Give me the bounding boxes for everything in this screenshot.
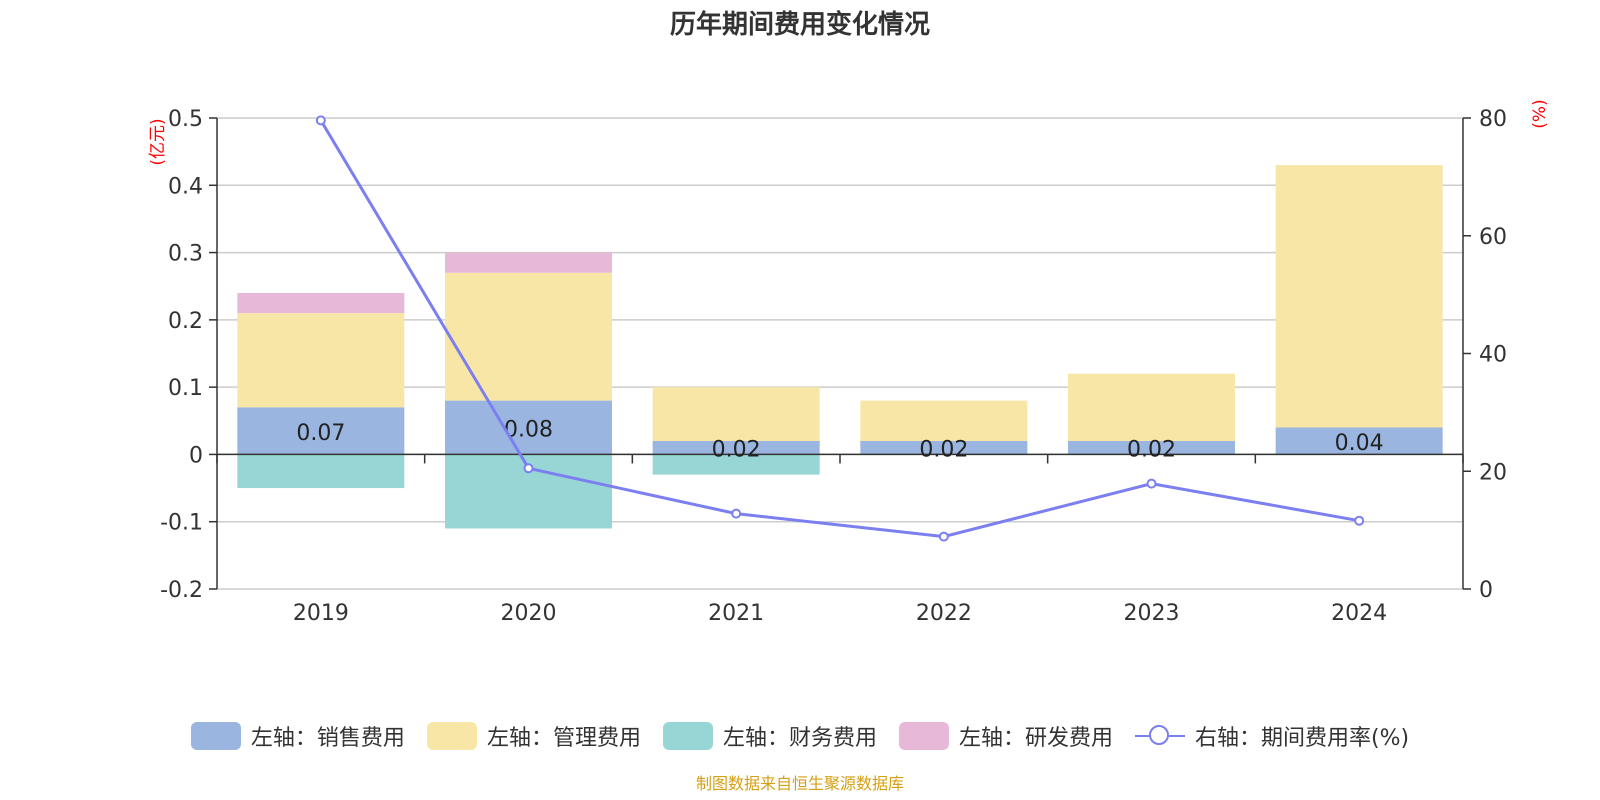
left-axis-tick-label: 0.3	[168, 242, 203, 267]
point-rate-2020	[523, 463, 534, 474]
chart-title: 历年期间费用变化情况	[669, 10, 930, 40]
legend-label-finance: 左轴：财务费用	[722, 726, 877, 751]
bar-sales-2021	[652, 440, 820, 455]
legend-swatch-admin	[426, 722, 477, 750]
left-axis-tick-label: 0.1	[168, 376, 203, 401]
bar-sales-2020	[445, 400, 612, 455]
data-label-sales: 0.04	[1335, 431, 1384, 456]
x-axis-tick-label: 2024	[1331, 601, 1387, 626]
bar-finance-2021	[652, 454, 820, 475]
left-axis-tick-label: -0.1	[160, 511, 203, 536]
right-axis-tick-label: 0	[1479, 578, 1493, 603]
left-axis-tick-label: 0.4	[168, 174, 203, 199]
data-label-sales: 0.02	[712, 438, 761, 463]
legend-item-rate[interactable]: 右轴：期间费用率(%)	[1134, 720, 1410, 752]
data-label-sales: 0.02	[919, 438, 968, 463]
left-axis-unit: (亿元)	[148, 118, 168, 165]
right-axis-tick-label: 80	[1479, 107, 1507, 132]
legend-swatch-sales	[190, 722, 241, 750]
legend-label-admin: 左轴：管理费用	[486, 726, 641, 751]
bar-admin-2023	[1068, 373, 1235, 441]
x-axis-tick-label: 2022	[916, 601, 972, 626]
bar-sales-2023	[1068, 440, 1235, 455]
bar-sales-2019	[237, 407, 405, 455]
right-axis-tick-label: 20	[1479, 460, 1507, 485]
legend-swatch-rnd	[898, 722, 949, 750]
bar-admin-2019	[237, 313, 405, 408]
data-label-sales: 0.02	[1127, 438, 1176, 463]
bar-rnd-2019	[237, 292, 405, 314]
point-rate-2023	[1146, 478, 1157, 489]
bar-admin-2021	[652, 387, 820, 441]
legend-swatch-finance	[662, 722, 713, 750]
point-rate-2024	[1354, 515, 1365, 526]
point-rate-2021	[731, 508, 742, 519]
point-rate-2022	[938, 531, 949, 542]
legend-swatch-rate	[1134, 722, 1185, 750]
x-axis-tick-label: 2020	[501, 601, 557, 626]
x-axis-tick-label: 2023	[1124, 601, 1180, 626]
left-axis-tick-label: -0.2	[160, 578, 203, 603]
x-axis-tick-label: 2021	[708, 601, 764, 626]
bar-sales-2024	[1275, 427, 1443, 455]
left-axis-tick-label: 0.2	[168, 309, 203, 334]
left-axis-tick-label: 0.5	[168, 107, 203, 132]
bar-sales-2022	[860, 440, 1028, 455]
legend-label-sales: 左轴：销售费用	[250, 726, 405, 751]
legend-item-admin[interactable]: 左轴：管理费用	[426, 720, 641, 752]
x-axis-tick-label: 2019	[293, 601, 349, 626]
chart-canvas: -0.2 -0.1 0 0.1 0.2 0.3 0.4 0.5 0 20 40 60 80 (亿元) (%)…	[148, 99, 1550, 626]
bar-rnd-2020	[445, 252, 612, 273]
bar-finance-2019	[237, 454, 405, 489]
bar-admin-2022	[860, 400, 1028, 441]
legend-item-finance[interactable]: 左轴：财务费用	[662, 720, 877, 752]
right-axis-unit: (%)	[1530, 99, 1550, 128]
series-line-rate	[319, 119, 1360, 539]
data-label-sales: 0.07	[296, 421, 345, 446]
legend-item-sales[interactable]: 左轴：销售费用	[190, 720, 405, 752]
bar-admin-2020	[445, 272, 612, 401]
legend-label-rate: 右轴：期间费用率(%)	[1194, 726, 1410, 751]
right-axis-tick-label: 60	[1479, 225, 1507, 250]
point-rate-2019	[315, 115, 326, 126]
legend-item-rnd[interactable]: 左轴：研发费用	[898, 720, 1113, 752]
right-axis-tick-label: 40	[1479, 343, 1507, 368]
bar-admin-2024	[1275, 165, 1443, 428]
chart-legend: 左轴：销售费用 左轴：管理费用 左轴：财务费用 左轴：研发费用 右轴：期间费用率…	[0, 720, 1600, 752]
left-axis-tick-label: 0	[189, 443, 203, 468]
legend-label-rnd: 左轴：研发费用	[958, 726, 1113, 751]
data-source-note: 制图数据来自恒生聚源数据库	[695, 774, 904, 793]
